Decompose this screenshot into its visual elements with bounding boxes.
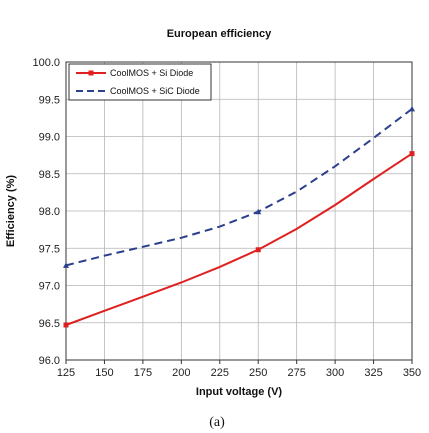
x-tick-label: 325: [364, 367, 382, 379]
legend-box: [68, 63, 212, 101]
data-point-sic-diode: [63, 262, 69, 268]
y-axis-tick-labels: 96.0 96.5 97.0 97.5 98.0 98.5 99.0 99.5 100.0: [32, 57, 60, 367]
y-tick-label: 99.0: [39, 132, 60, 144]
x-axis-tick-labels: 125 150 175 200 225 250 275 300 325 350: [57, 367, 421, 379]
legend-label-sic-diode: CoolMOS + SiC Diode: [110, 86, 200, 96]
y-tick-label: 97.0: [39, 281, 60, 293]
x-tick-label: 150: [95, 367, 113, 379]
y-tick-label: 98.5: [39, 169, 60, 181]
x-tick-label: 200: [172, 367, 190, 379]
y-tick-label: 100.0: [32, 57, 60, 69]
legend: CoolMOS + Si Diode CoolMOS + SiC Diode: [68, 63, 212, 101]
x-tick-label: 125: [57, 367, 75, 379]
y-tick-label: 99.5: [39, 94, 60, 106]
y-tick-label: 98.0: [39, 206, 60, 218]
y-tick-label: 96.5: [39, 318, 60, 330]
x-axis-title: Input voltage (V): [196, 386, 283, 398]
series-line-si-diode: [65, 152, 413, 326]
figure-caption: (a): [209, 415, 225, 430]
x-tick-label: 350: [403, 367, 421, 379]
y-tick-label: 97.5: [39, 243, 60, 255]
grid-lines: [65, 61, 413, 364]
legend-marker-si-diode: [88, 70, 94, 76]
data-point-sic-diode: [409, 105, 415, 112]
chart-title: European efficiency: [167, 28, 272, 40]
y-axis-title: Efficiency (%): [5, 175, 17, 247]
data-point-sic-diode: [255, 208, 262, 215]
x-tick-label: 250: [249, 367, 267, 379]
data-point-si-diode: [409, 151, 415, 157]
legend-label-si-diode: CoolMOS + Si Diode: [110, 68, 193, 78]
plot-frame: [65, 61, 413, 361]
x-tick-label: 175: [134, 367, 152, 379]
series-layer: [63, 105, 415, 328]
data-point-si-diode: [63, 322, 69, 328]
x-tick-label: 300: [326, 367, 344, 379]
x-tick-label: 275: [287, 367, 305, 379]
y-tick-label: 96.0: [39, 355, 60, 367]
series-line-sic-diode: [65, 108, 413, 267]
data-point-si-diode: [255, 247, 261, 253]
x-tick-label: 225: [211, 367, 229, 379]
